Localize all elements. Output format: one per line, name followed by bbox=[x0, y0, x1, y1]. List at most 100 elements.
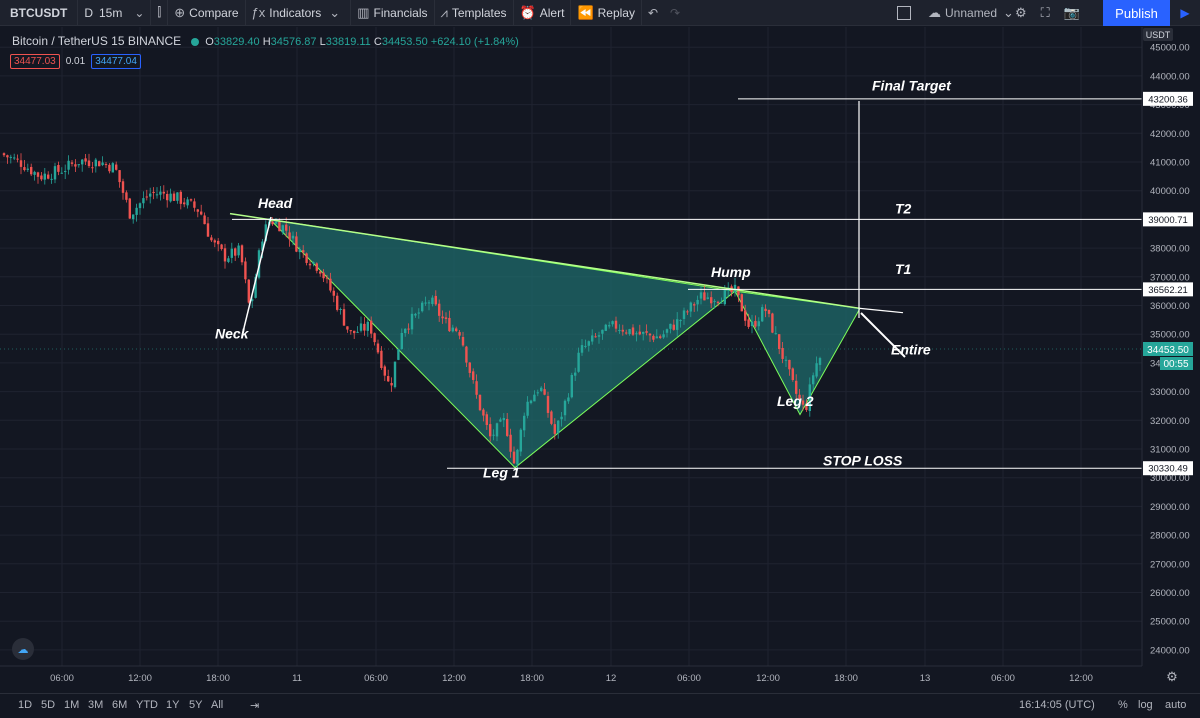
financials-button[interactable]: ▥ Financials bbox=[351, 0, 433, 26]
candle-body bbox=[295, 236, 298, 252]
candle-body bbox=[713, 300, 716, 302]
currency-badge[interactable] bbox=[1143, 28, 1173, 41]
high-label: H bbox=[262, 36, 271, 48]
gear-icon[interactable]: ⚙ bbox=[1015, 5, 1027, 20]
candle-body bbox=[621, 329, 624, 332]
auto-toggle[interactable]: auto bbox=[1165, 699, 1187, 711]
candle-body bbox=[366, 321, 369, 331]
tradingview-logo-icon[interactable]: ☁ bbox=[12, 638, 34, 660]
indicators-button[interactable]: ƒx Indicators ⌄ bbox=[246, 0, 351, 26]
candle-body bbox=[557, 420, 560, 434]
candle-body bbox=[121, 181, 125, 193]
price-chart[interactable]: Head Neck Hump T2 T1 Final Target Entire Leg 1 L… bbox=[0, 27, 1200, 693]
symbol-search[interactable]: BTCUSDT bbox=[10, 5, 68, 20]
candle-body bbox=[761, 307, 764, 322]
fullscreen-icon[interactable]: ⛶ bbox=[1040, 5, 1050, 20]
templates-button[interactable]: ⩘ Templates bbox=[435, 0, 513, 26]
candle-body bbox=[223, 248, 227, 262]
select-square-icon[interactable] bbox=[897, 6, 911, 20]
candle-body bbox=[665, 329, 669, 333]
compare-button[interactable]: ⊕ Compare bbox=[168, 0, 244, 26]
candle-body bbox=[70, 162, 74, 164]
play-icon[interactable]: ▶ bbox=[1180, 6, 1190, 20]
candle-body bbox=[2, 153, 6, 156]
time-tick-label: 12 bbox=[606, 673, 617, 684]
candle-body bbox=[183, 202, 186, 205]
interval-15m[interactable]: 15m bbox=[99, 5, 123, 20]
range-button[interactable]: 5Y bbox=[189, 699, 203, 711]
annotation-text: T1 bbox=[895, 261, 912, 277]
candle-body bbox=[26, 168, 29, 170]
annotation-text: Final Target bbox=[872, 77, 952, 93]
low-value: 33819.11 bbox=[325, 36, 371, 48]
log-toggle[interactable]: log bbox=[1138, 699, 1153, 711]
percent-toggle[interactable]: % bbox=[1118, 699, 1128, 711]
time-tick-label: 18:00 bbox=[834, 673, 858, 684]
goto-date-icon[interactable]: ⇥ bbox=[250, 700, 260, 712]
range-button[interactable]: 1Y bbox=[166, 699, 180, 711]
time-tick-label: 12:00 bbox=[442, 673, 466, 684]
interval-d[interactable]: D bbox=[84, 5, 93, 20]
candle-body bbox=[604, 324, 607, 331]
candle-body bbox=[278, 221, 281, 232]
market-status-dot bbox=[191, 38, 200, 47]
range-button[interactable]: 5D bbox=[41, 699, 56, 711]
countdown-badge bbox=[1160, 357, 1193, 370]
candle-body bbox=[502, 417, 505, 421]
candle-body bbox=[693, 304, 696, 306]
range-button[interactable]: 6M bbox=[112, 699, 128, 711]
candle-body bbox=[475, 381, 478, 395]
candle-body bbox=[81, 159, 84, 165]
price-tick-label: 33000.00 bbox=[1150, 387, 1190, 398]
candle-body bbox=[795, 380, 798, 394]
sell-price-button[interactable]: 34477.03 bbox=[10, 54, 60, 69]
candle-body bbox=[431, 297, 434, 305]
candle-body bbox=[36, 172, 40, 177]
candle-body bbox=[774, 333, 777, 335]
axis-settings-gear-icon[interactable]: ⚙ bbox=[1166, 669, 1178, 684]
range-button[interactable]: 3M bbox=[88, 699, 104, 711]
range-button[interactable]: All bbox=[211, 699, 224, 711]
redo-icon[interactable]: ↷ bbox=[670, 5, 681, 20]
replay-button[interactable]: ⏪ Replay bbox=[571, 0, 641, 26]
candle-body bbox=[608, 325, 611, 327]
candle-body bbox=[533, 394, 536, 402]
interval-dropdown-icon[interactable]: ⌄ bbox=[134, 5, 145, 20]
publish-button[interactable]: Publish bbox=[1103, 0, 1170, 26]
camera-icon[interactable]: 📷 bbox=[1063, 5, 1080, 20]
bottom-bar: 1D 5D 1M 3M 6M YTD 1Y 5Y All ⇥ 16:14:05 (UTC) % … bbox=[0, 693, 1200, 718]
candle-body bbox=[247, 279, 250, 303]
range-button[interactable]: 1M bbox=[64, 699, 80, 711]
utc-time[interactable]: 16:14:05 (UTC) bbox=[1019, 699, 1095, 711]
annotation-text: Head bbox=[258, 195, 293, 211]
price-tick-label: 32000.00 bbox=[1150, 416, 1190, 427]
last-price-label: 34453.50 bbox=[1147, 345, 1189, 356]
candle-body bbox=[162, 191, 165, 194]
candle-body bbox=[407, 328, 410, 330]
candle-body bbox=[648, 333, 652, 336]
candle-body bbox=[240, 245, 244, 263]
candle-body bbox=[635, 333, 638, 335]
undo-icon[interactable]: ↶ bbox=[647, 5, 659, 20]
layout-name[interactable]: ☁ Unnamed ⌄ bbox=[928, 0, 1018, 26]
level-price-labels: 43200.36 39000.71 36562.21 30330.49 bbox=[1143, 91, 1193, 476]
range-button[interactable]: YTD bbox=[136, 699, 158, 711]
candle-body bbox=[237, 245, 240, 256]
entry-pointer-line bbox=[860, 312, 906, 358]
chart-type-candles-icon[interactable]: ⫿ bbox=[157, 5, 162, 19]
buy-price-button[interactable]: 34477.04 bbox=[91, 54, 141, 69]
time-axis[interactable]: 06:00 12:00 18:00 11 06:00 12:00 18:00 12 06:00 1… bbox=[50, 673, 1093, 684]
candle-body bbox=[669, 323, 672, 329]
candle-body bbox=[631, 327, 635, 335]
range-button[interactable]: 1D bbox=[18, 699, 33, 711]
change-value: +624.10 (+1.84%) bbox=[430, 36, 519, 48]
candle-body bbox=[672, 324, 675, 330]
countdown-label: 00:55 bbox=[1163, 359, 1188, 370]
candle-body bbox=[485, 414, 488, 425]
candle-body bbox=[591, 335, 594, 342]
annotation-text: T2 bbox=[895, 201, 912, 217]
level-price-badge bbox=[1143, 461, 1193, 476]
candle-body bbox=[798, 394, 801, 400]
candle-body bbox=[98, 161, 101, 167]
alert-button[interactable]: ⏰ Alert bbox=[514, 0, 571, 26]
